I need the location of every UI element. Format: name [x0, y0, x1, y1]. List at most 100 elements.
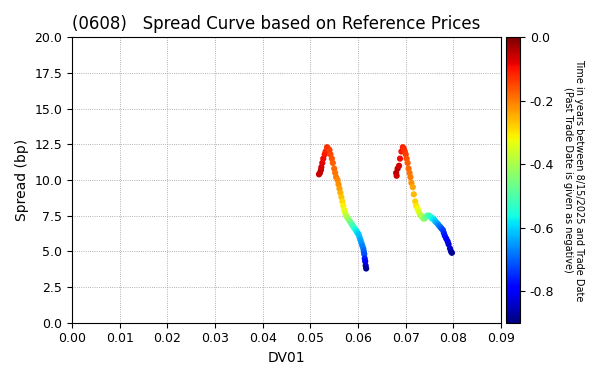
- Point: [400, 149, 410, 155]
- Point: [421, 214, 431, 220]
- Point: [398, 144, 407, 150]
- Point: [414, 208, 424, 214]
- Point: [422, 213, 432, 219]
- Point: [321, 149, 331, 155]
- Point: [333, 177, 343, 183]
- Point: [327, 155, 337, 162]
- Point: [349, 224, 359, 230]
- Point: [415, 211, 425, 217]
- Point: [359, 249, 368, 255]
- Point: [392, 173, 401, 179]
- Point: [443, 238, 452, 244]
- Point: [350, 225, 359, 231]
- Y-axis label: Spread (bp): Spread (bp): [15, 139, 29, 221]
- Point: [402, 155, 412, 162]
- Point: [334, 181, 343, 187]
- Point: [353, 230, 362, 236]
- Point: [328, 160, 338, 166]
- Point: [442, 236, 451, 242]
- Point: [418, 214, 427, 220]
- Point: [358, 245, 368, 252]
- Point: [338, 203, 348, 209]
- Point: [338, 198, 347, 204]
- Point: [347, 221, 356, 227]
- Point: [335, 185, 344, 192]
- Point: [316, 167, 326, 173]
- Y-axis label: Time in years between 8/15/2025 and Trade Date
(Past Trade Date is given as nega: Time in years between 8/15/2025 and Trad…: [563, 59, 584, 301]
- Point: [401, 151, 410, 157]
- Point: [322, 144, 332, 150]
- Point: [446, 249, 456, 255]
- X-axis label: DV01: DV01: [268, 351, 305, 365]
- Point: [352, 228, 361, 234]
- Point: [391, 170, 401, 176]
- Point: [329, 166, 339, 172]
- Point: [325, 147, 334, 153]
- Point: [326, 151, 335, 157]
- Point: [416, 213, 426, 219]
- Text: (0608)   Spread Curve based on Reference Prices: (0608) Spread Curve based on Reference P…: [72, 15, 481, 33]
- Point: [437, 225, 446, 231]
- Point: [438, 227, 448, 233]
- Point: [351, 227, 361, 233]
- Point: [331, 174, 341, 180]
- Point: [407, 180, 416, 186]
- Point: [430, 217, 439, 223]
- Point: [340, 210, 350, 216]
- Point: [426, 214, 436, 220]
- Point: [430, 218, 440, 225]
- Point: [356, 240, 366, 246]
- Point: [409, 191, 419, 197]
- Point: [433, 221, 443, 227]
- Point: [397, 149, 406, 155]
- Point: [428, 215, 438, 222]
- Point: [413, 206, 422, 212]
- Point: [395, 155, 405, 162]
- Point: [399, 146, 409, 152]
- Point: [355, 234, 364, 240]
- Point: [410, 198, 420, 204]
- Point: [394, 163, 404, 169]
- Point: [317, 160, 327, 166]
- Point: [393, 166, 403, 172]
- Point: [361, 258, 370, 264]
- Point: [419, 215, 428, 222]
- Point: [320, 151, 329, 157]
- Point: [342, 214, 352, 220]
- Point: [404, 166, 413, 172]
- Point: [360, 255, 370, 261]
- Point: [432, 220, 442, 226]
- Point: [331, 170, 340, 176]
- Point: [359, 251, 369, 257]
- Point: [354, 231, 364, 237]
- Point: [343, 215, 353, 222]
- Point: [356, 237, 365, 243]
- Point: [361, 266, 371, 272]
- Point: [439, 230, 449, 236]
- Point: [406, 174, 415, 180]
- Point: [444, 241, 454, 247]
- Point: [445, 245, 455, 252]
- Point: [344, 217, 354, 223]
- Point: [314, 171, 324, 177]
- Point: [412, 203, 421, 209]
- Point: [361, 263, 370, 269]
- Point: [358, 242, 367, 249]
- Point: [340, 207, 349, 213]
- Point: [337, 194, 346, 200]
- Point: [335, 190, 345, 196]
- Point: [427, 215, 437, 222]
- Point: [323, 146, 333, 152]
- Point: [420, 215, 430, 222]
- Point: [408, 184, 418, 190]
- Point: [434, 223, 444, 229]
- Point: [341, 213, 351, 219]
- Point: [403, 160, 412, 166]
- Point: [315, 170, 325, 176]
- Point: [424, 213, 433, 219]
- Point: [345, 218, 355, 225]
- Point: [447, 250, 457, 256]
- Point: [436, 224, 445, 230]
- Point: [440, 233, 449, 239]
- Point: [346, 220, 356, 226]
